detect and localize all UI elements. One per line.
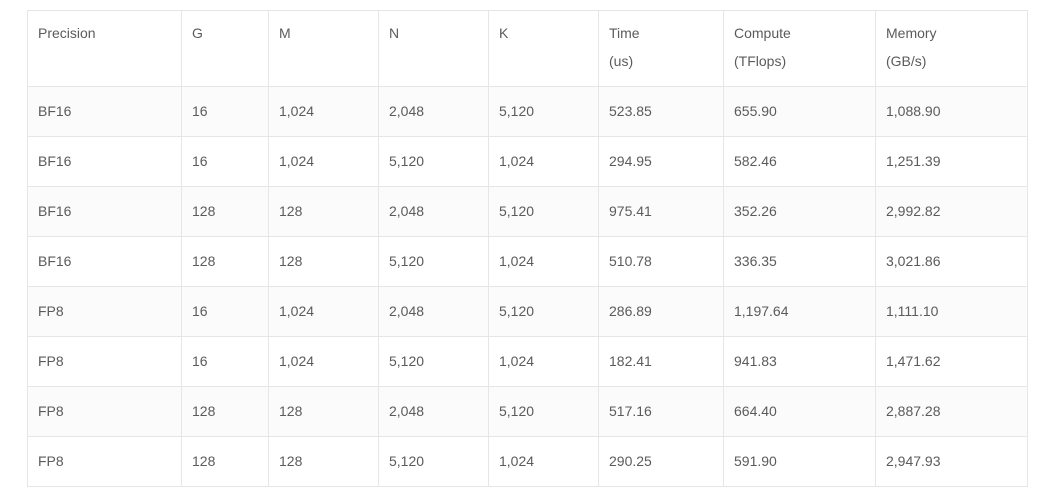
benchmark-table-container: Precision G M N K (27, 10, 1028, 487)
cell-m: 128 (268, 236, 379, 287)
cell-memory: 1,471.62 (875, 336, 1028, 387)
table-row: FP8 16 1,024 5,120 1,024 182.41 941.83 1… (27, 336, 1028, 387)
header-n: N (378, 10, 489, 87)
cell-k: 5,120 (488, 86, 599, 137)
header-line: Precision (38, 25, 96, 41)
cell-n: 2,048 (378, 86, 489, 137)
table-body: BF16 16 1,024 2,048 5,120 523.85 655.90 … (27, 86, 1028, 487)
cell-memory: 3,021.86 (875, 236, 1028, 287)
table-row: FP8 16 1,024 2,048 5,120 286.89 1,197.64… (27, 286, 1028, 337)
header-line: G (192, 25, 203, 41)
cell-time: 286.89 (598, 286, 724, 337)
cell-time: 182.41 (598, 336, 724, 387)
cell-precision: FP8 (27, 436, 182, 487)
cell-k: 5,120 (488, 386, 599, 437)
table-row: BF16 128 128 5,120 1,024 510.78 336.35 3… (27, 236, 1028, 287)
cell-g: 16 (181, 86, 269, 137)
header-line: Memory (886, 25, 937, 41)
header-subline: (us) (609, 53, 634, 69)
cell-n: 2,048 (378, 386, 489, 437)
cell-g: 128 (181, 386, 269, 437)
cell-compute: 591.90 (723, 436, 876, 487)
header-line: N (389, 25, 400, 41)
cell-compute: 1,197.64 (723, 286, 876, 337)
header-g: G (181, 10, 269, 87)
cell-k: 1,024 (488, 336, 599, 387)
cell-precision: BF16 (27, 236, 182, 287)
cell-n: 2,048 (378, 186, 489, 237)
header-line: Time (609, 25, 640, 41)
cell-k: 5,120 (488, 286, 599, 337)
cell-time: 523.85 (598, 86, 724, 137)
table-row: BF16 16 1,024 5,120 1,024 294.95 582.46 … (27, 136, 1028, 187)
header-subline: (TFlops) (734, 53, 787, 69)
cell-memory: 2,887.28 (875, 386, 1028, 437)
cell-precision: BF16 (27, 136, 182, 187)
cell-memory: 1,251.39 (875, 136, 1028, 187)
header-line: Compute (734, 25, 791, 41)
cell-m: 1,024 (268, 86, 379, 137)
cell-n: 2,048 (378, 286, 489, 337)
header-k: K (488, 10, 599, 87)
cell-k: 1,024 (488, 236, 599, 287)
cell-n: 5,120 (378, 236, 489, 287)
cell-m: 1,024 (268, 286, 379, 337)
cell-m: 128 (268, 386, 379, 437)
cell-m: 1,024 (268, 336, 379, 387)
cell-m: 128 (268, 436, 379, 487)
header-line: M (279, 25, 291, 41)
cell-k: 1,024 (488, 436, 599, 487)
cell-g: 16 (181, 136, 269, 187)
header-memory: Memory (GB/s) (875, 10, 1028, 87)
cell-g: 16 (181, 286, 269, 337)
cell-precision: FP8 (27, 286, 182, 337)
cell-g: 128 (181, 186, 269, 237)
header-time: Time (us) (598, 10, 724, 87)
cell-time: 290.25 (598, 436, 724, 487)
cell-n: 5,120 (378, 336, 489, 387)
cell-compute: 941.83 (723, 336, 876, 387)
cell-compute: 655.90 (723, 86, 876, 137)
cell-compute: 664.40 (723, 386, 876, 437)
cell-time: 294.95 (598, 136, 724, 187)
header-m: M (268, 10, 379, 87)
cell-memory: 1,111.10 (875, 286, 1028, 337)
header-compute: Compute (TFlops) (723, 10, 876, 87)
table-row: BF16 128 128 2,048 5,120 975.41 352.26 2… (27, 186, 1028, 237)
cell-time: 510.78 (598, 236, 724, 287)
cell-compute: 336.35 (723, 236, 876, 287)
cell-time: 975.41 (598, 186, 724, 237)
header-line: K (499, 25, 509, 41)
header-precision: Precision (27, 10, 182, 87)
cell-g: 16 (181, 336, 269, 387)
cell-memory: 1,088.90 (875, 86, 1028, 137)
table-row: FP8 128 128 2,048 5,120 517.16 664.40 2,… (27, 386, 1028, 437)
cell-precision: FP8 (27, 336, 182, 387)
cell-g: 128 (181, 436, 269, 487)
cell-precision: BF16 (27, 86, 182, 137)
cell-n: 5,120 (378, 436, 489, 487)
table-header: Precision G M N K (27, 10, 1028, 87)
cell-m: 128 (268, 186, 379, 237)
header-row: Precision G M N K (27, 10, 1028, 87)
cell-compute: 582.46 (723, 136, 876, 187)
cell-compute: 352.26 (723, 186, 876, 237)
benchmark-table: Precision G M N K (27, 10, 1028, 487)
cell-n: 5,120 (378, 136, 489, 187)
cell-memory: 2,947.93 (875, 436, 1028, 487)
cell-time: 517.16 (598, 386, 724, 437)
cell-k: 5,120 (488, 186, 599, 237)
header-subline: (GB/s) (886, 53, 927, 69)
cell-precision: FP8 (27, 386, 182, 437)
table-row: BF16 16 1,024 2,048 5,120 523.85 655.90 … (27, 86, 1028, 137)
cell-k: 1,024 (488, 136, 599, 187)
cell-precision: BF16 (27, 186, 182, 237)
cell-m: 1,024 (268, 136, 379, 187)
cell-g: 128 (181, 236, 269, 287)
cell-memory: 2,992.82 (875, 186, 1028, 237)
table-row: FP8 128 128 5,120 1,024 290.25 591.90 2,… (27, 436, 1028, 487)
